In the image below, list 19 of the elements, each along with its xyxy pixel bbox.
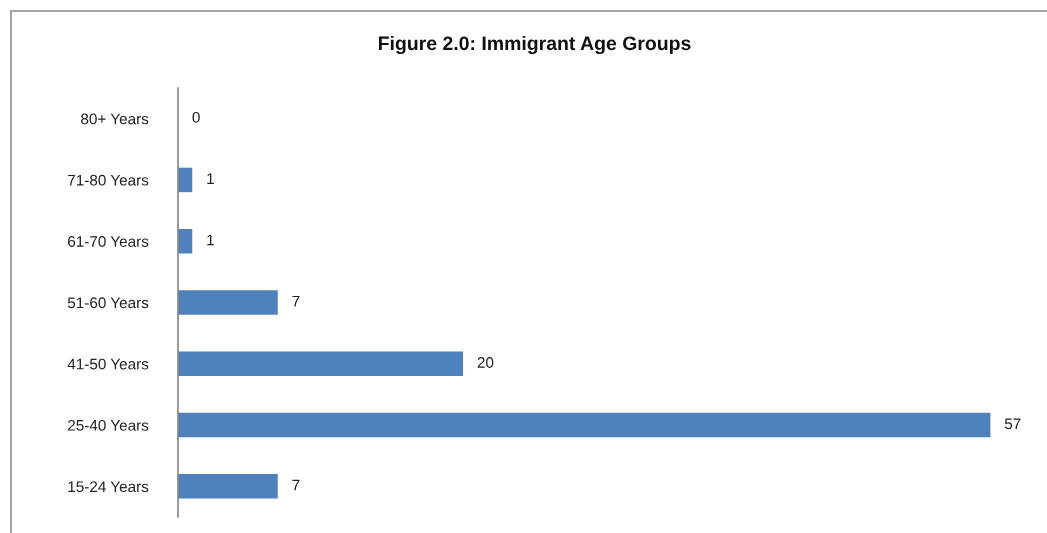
chart-title: Figure 2.0: Immigrant Age Groups: [378, 35, 691, 55]
y-tick-label: 15-24 Years: [68, 481, 149, 493]
data-label: 1: [207, 173, 214, 184]
data-label: 20: [477, 357, 494, 368]
y-tick-label: 71-80 Years: [68, 174, 149, 186]
data-label: 7: [292, 295, 300, 307]
data-label: 57: [1004, 418, 1021, 430]
y-tick-label: 51-60 Years: [67, 297, 149, 309]
bar: [178, 412, 991, 438]
y-tick-label: 25-40 Years: [68, 419, 149, 431]
data-label: 1: [207, 234, 214, 246]
bar: [178, 474, 278, 499]
y-tick-label: 80+ Years: [81, 113, 149, 125]
bar: [178, 290, 278, 315]
y-tick-label: 61-70 Years: [68, 236, 149, 247]
data-label: 7: [292, 479, 300, 491]
y-tick-label: 41-50 Years: [67, 358, 149, 370]
bar: [178, 351, 464, 377]
data-label: 0: [192, 111, 200, 123]
